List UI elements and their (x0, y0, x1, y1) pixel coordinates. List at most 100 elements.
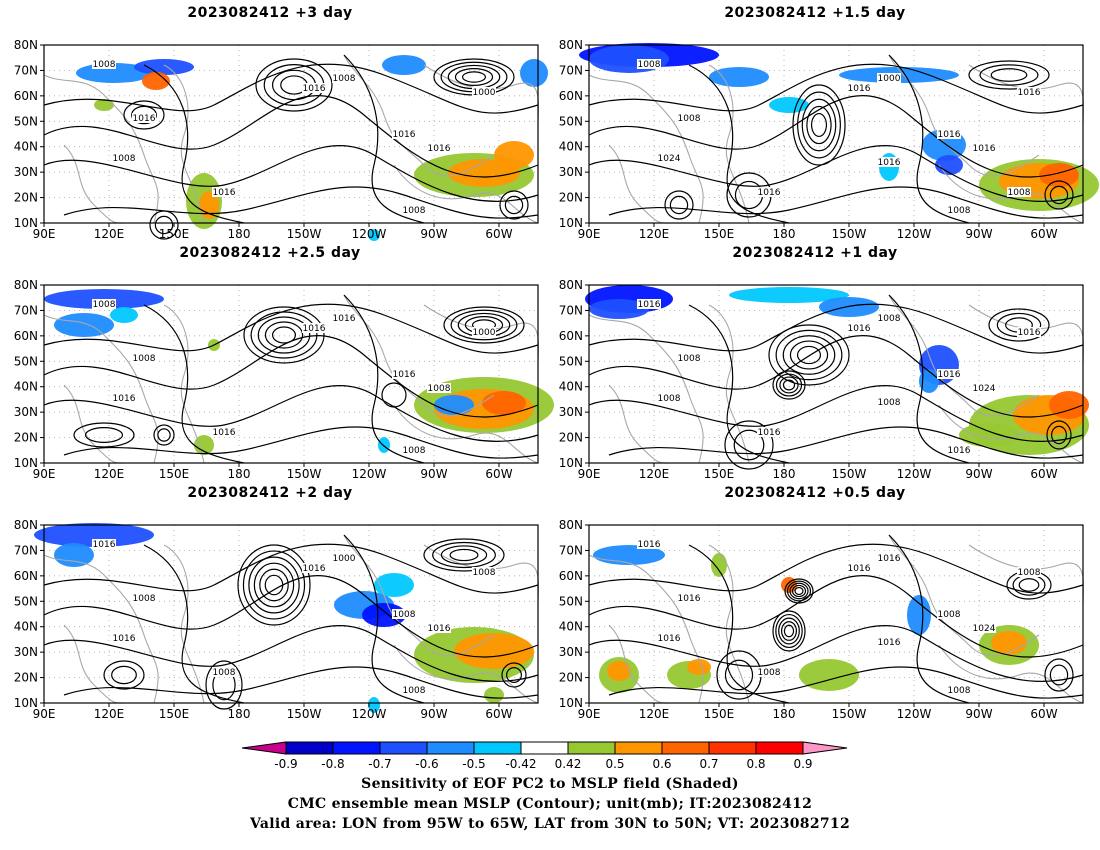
lon-tick-label: 150W (287, 707, 322, 721)
contour-label: 1008 (473, 568, 496, 578)
map-frame (588, 284, 1084, 464)
lon-tick-label: 180 (773, 227, 796, 241)
closed-isobar (501, 662, 527, 688)
contour-label: 1008 (678, 114, 701, 124)
isobar-contour (143, 544, 245, 704)
colorbar-tick-label: -0.5 (462, 757, 485, 771)
closed-isobar (724, 659, 754, 691)
isobar-contour (588, 95, 1084, 178)
isobar-contour (608, 186, 1084, 219)
closed-isobar (506, 667, 522, 683)
contour-label-bg (302, 323, 326, 333)
sensitivity-shading (378, 437, 390, 453)
contour-label: 1016 (303, 84, 326, 94)
lon-tick-label: 90W (420, 227, 447, 241)
isobar-contour (43, 303, 539, 354)
isobar-contour (608, 666, 1084, 699)
closed-isobar (1049, 664, 1069, 686)
lat-tick-label: 50N (559, 594, 583, 608)
closed-isobar (664, 190, 694, 220)
closed-isobar (271, 326, 297, 344)
closed-isobar (775, 329, 843, 381)
colorbar-tick-label: 0.42 (555, 757, 582, 771)
contour-label: 1008 (213, 668, 236, 678)
contour-label-bg (972, 143, 996, 153)
colorbar-tick-label: 0.9 (793, 757, 812, 771)
coastline (163, 64, 205, 224)
lat-tick-label: 20N (559, 191, 583, 205)
contour-label-bg (472, 567, 496, 577)
contour-label: 1016 (848, 324, 871, 334)
contour-label: 1000 (333, 554, 356, 564)
closed-isobar (792, 84, 846, 166)
closed-isobar (84, 427, 124, 443)
coastline (163, 544, 205, 704)
colorbar-box (285, 741, 334, 755)
lon-tick-label: 120E (639, 227, 670, 241)
isobar-contour (43, 543, 539, 594)
coastline (393, 644, 539, 704)
contour-label-bg (132, 113, 156, 123)
sensitivity-shading (94, 99, 114, 111)
contour-label-bg (947, 445, 971, 455)
panel-title: 2023082412 +3 day (187, 5, 353, 21)
contour-label-bg (657, 153, 681, 163)
lat-tick-label: 50N (14, 594, 38, 608)
lon-tick-label: 150E (159, 227, 190, 241)
contour-label-bg (637, 59, 661, 69)
lat-tick-label: 10N (14, 696, 38, 710)
lat-tick-label: 40N (559, 380, 583, 394)
lat-tick-label: 80N (14, 278, 38, 292)
colorbar-left-arrow (241, 741, 287, 755)
lon-tick-label: 180 (228, 707, 251, 721)
closed-isobar (264, 574, 284, 596)
sensitivity-shading (520, 59, 548, 87)
isobar-contour (888, 534, 970, 704)
sensitivity-shading (134, 59, 194, 75)
closed-isobar (796, 345, 822, 365)
contour-label: 1016 (638, 540, 661, 550)
colorbar-box (520, 741, 569, 755)
colorbar-tick-label: -0.42 (505, 757, 536, 771)
contour-label-bg (112, 393, 136, 403)
contour-label-bg (427, 143, 451, 153)
contour-label: 1008 (403, 686, 426, 696)
contour-label: 1016 (678, 594, 701, 604)
contour-label: 1008 (333, 74, 356, 84)
lon-tick-label: 150W (832, 707, 867, 721)
isobar-contour (63, 186, 539, 219)
isobar-contour (688, 544, 790, 704)
lon-tick-label: 120W (897, 707, 932, 721)
closed-isobar (791, 584, 807, 598)
lon-tick-label: 90E (33, 227, 56, 241)
closed-isobar (423, 538, 505, 572)
colorbar-box (426, 741, 475, 755)
lon-tick-label: 90W (420, 707, 447, 721)
closed-isobar (778, 617, 800, 645)
contour-label-bg (472, 327, 496, 337)
lon-tick-label: 150E (704, 467, 735, 481)
sensitivity-shading (382, 55, 426, 75)
map-panel-plus0-5: 2023082412 +0.5 day 1016 1016 1016 1016 1008… (545, 485, 1085, 721)
lon-tick-label: 150W (832, 227, 867, 241)
lat-tick-label: 50N (559, 354, 583, 368)
contour-label-bg (972, 623, 996, 633)
lon-tick-label: 180 (228, 227, 251, 241)
sensitivity-shading (454, 633, 534, 669)
colorbar-box (379, 741, 428, 755)
lat-tick-label: 80N (559, 38, 583, 52)
contour-label: 1016 (948, 446, 971, 456)
closed-isobar (988, 308, 1050, 342)
lat-tick-label: 60N (559, 89, 583, 103)
lon-tick-label: 60W (1030, 227, 1057, 241)
sensitivity-shading (494, 141, 534, 169)
contour-label: 1016 (393, 370, 416, 380)
lat-tick-label: 30N (559, 405, 583, 419)
closed-isobar (157, 428, 171, 442)
contour-label-bg (847, 563, 871, 573)
contour-label-bg (877, 397, 901, 407)
caption-line-1: Sensitivity of EOF PC2 to MSLP field (Sh… (361, 776, 739, 792)
closed-isobar (775, 373, 803, 397)
sensitivity-shading (729, 287, 849, 303)
contour-label-bg (392, 129, 416, 139)
